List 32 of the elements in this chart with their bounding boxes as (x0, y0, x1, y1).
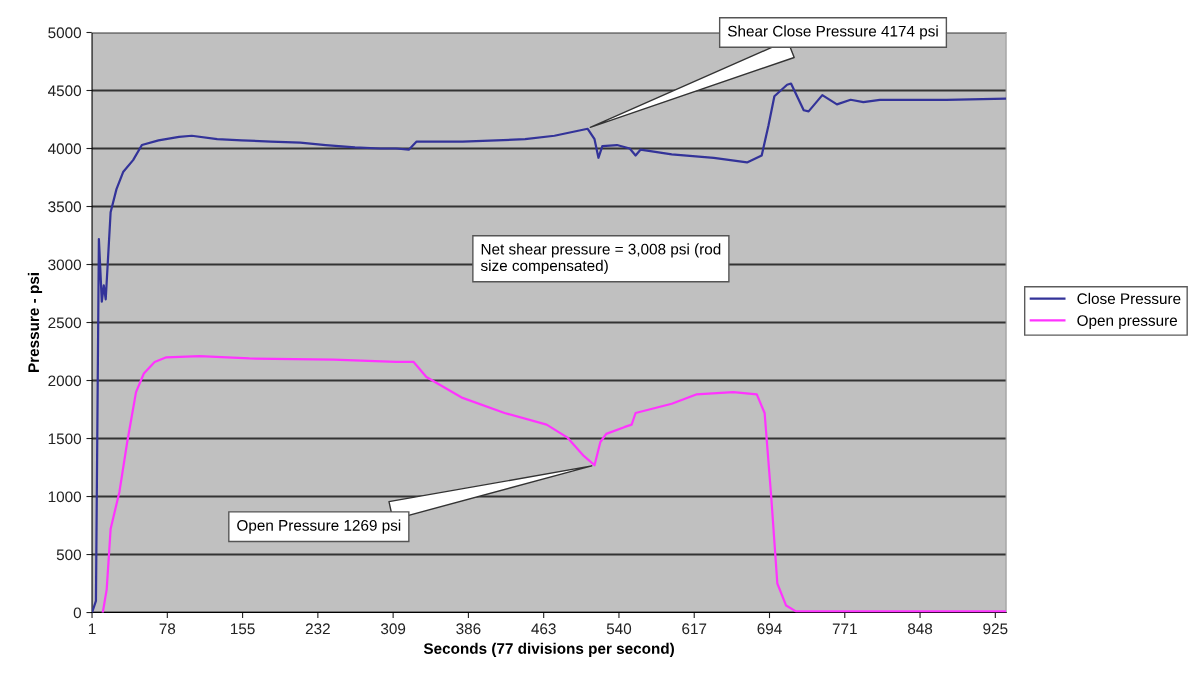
y-tick-label: 5000 (48, 27, 82, 39)
y-axis-title: Pressure - psi (27, 273, 43, 373)
x-tick-label: 848 (907, 623, 933, 635)
x-tick-label: 771 (832, 623, 857, 635)
x-axis-title: Seconds (77 divisions per second) (423, 642, 674, 657)
y-tick-label: 2500 (48, 317, 82, 329)
annotation: Net shear pressure = 3,008 psi (rod size compensated) (480, 243, 721, 275)
annotation: Open Pressure 1269 psi (237, 519, 401, 534)
y-tick-label: 0 (73, 607, 82, 619)
x-tick-label: 617 (682, 623, 707, 635)
x-tick-label: 386 (456, 623, 481, 635)
annotation: Shear Close Pressure 4174 psi (727, 25, 938, 40)
x-tick-label: 540 (606, 623, 632, 635)
y-tick-label: 500 (56, 549, 82, 561)
x-tick-label: 694 (757, 623, 782, 635)
legend-label: Open pressure (1077, 315, 1178, 329)
line-series (101, 355, 1007, 613)
x-tick-label: 925 (983, 623, 1008, 635)
x-tick-label: 78 (159, 623, 176, 635)
x-tick-label: 155 (231, 623, 255, 635)
y-tick-label: 1500 (48, 433, 82, 445)
x-tick-label: 463 (531, 623, 556, 635)
y-tick-label: 4500 (47, 85, 82, 97)
y-tick-label: 3500 (48, 201, 82, 213)
x-tick-label: 232 (305, 623, 330, 635)
y-tick-label: 4000 (47, 143, 82, 155)
x-tick-label: 1 (88, 623, 96, 635)
x-tick-label: 309 (380, 623, 406, 635)
legend-label: Close Pressure (1077, 292, 1181, 305)
y-tick-label: 2000 (48, 375, 82, 387)
y-tick-label: 3000 (48, 259, 82, 271)
y-tick-label: 1000 (48, 491, 82, 503)
